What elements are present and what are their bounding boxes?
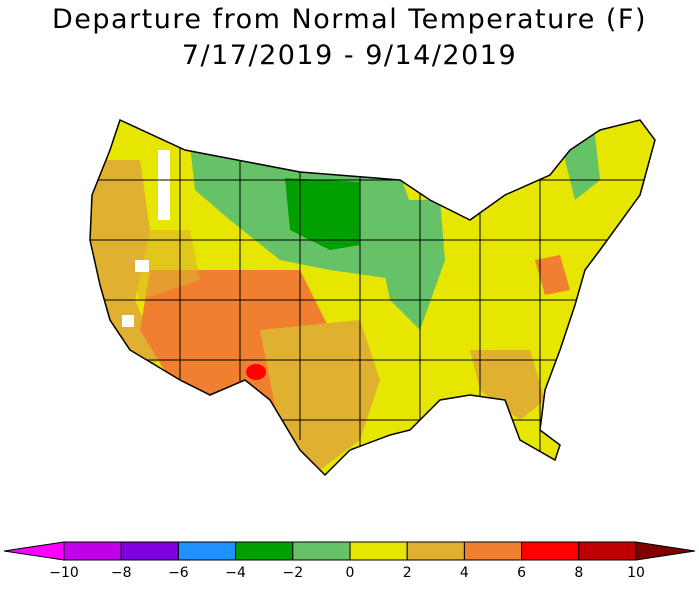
legend-tick-label: 8 [574, 565, 584, 581]
us-temperature-map [89, 118, 656, 477]
legend-arrow-low [3, 541, 65, 561]
north-dakota-cool-core [285, 178, 360, 250]
date-range-subtitle: 7/17/2019 - 9/14/2019 [181, 40, 518, 71]
legend-color-swatch [177, 541, 237, 561]
legend-tick-label: −10 [49, 565, 79, 581]
legend-color-swatch [120, 541, 179, 561]
legend-color-swatch [63, 541, 122, 561]
us-outline [89, 118, 656, 477]
legend-color-swatch [349, 541, 408, 561]
legend-color-swatch [578, 541, 637, 561]
legend-color-swatch [292, 541, 351, 561]
missing-data-patch [122, 315, 134, 327]
southeast-warm-region [470, 350, 545, 420]
legend-color-swatch [463, 541, 523, 561]
color-scale-legend [3, 541, 696, 561]
missing-data-patch [135, 260, 149, 272]
missing-data-patch [158, 150, 170, 220]
legend-tick-label: 0 [345, 565, 355, 581]
west-texas-hotspot [250, 395, 260, 405]
legend-tick-label: −4 [225, 565, 246, 581]
legend-color-swatch [406, 541, 465, 561]
northern-new-england-region [560, 135, 600, 200]
legend-tick-label: 2 [402, 565, 412, 581]
legend-arrow-high [635, 541, 696, 561]
new-mexico-hotspot [246, 364, 266, 380]
upper-midwest-region [370, 200, 445, 330]
texas-region [260, 320, 380, 470]
legend-tick-label: 6 [517, 565, 527, 581]
legend-tick-label: −8 [110, 565, 132, 581]
map-title: Departure from Normal Temperature (F) [52, 4, 647, 35]
great-basin-region [110, 230, 200, 300]
legend-tick-label: 4 [459, 565, 469, 581]
mid-atlantic-warm-region [535, 255, 570, 295]
legend-color-swatch [521, 541, 580, 561]
legend-color-swatch [235, 541, 294, 561]
legend-tick-label: −6 [168, 565, 189, 581]
legend-tick-label: −2 [282, 565, 304, 581]
legend-tick-label: 10 [627, 565, 645, 581]
